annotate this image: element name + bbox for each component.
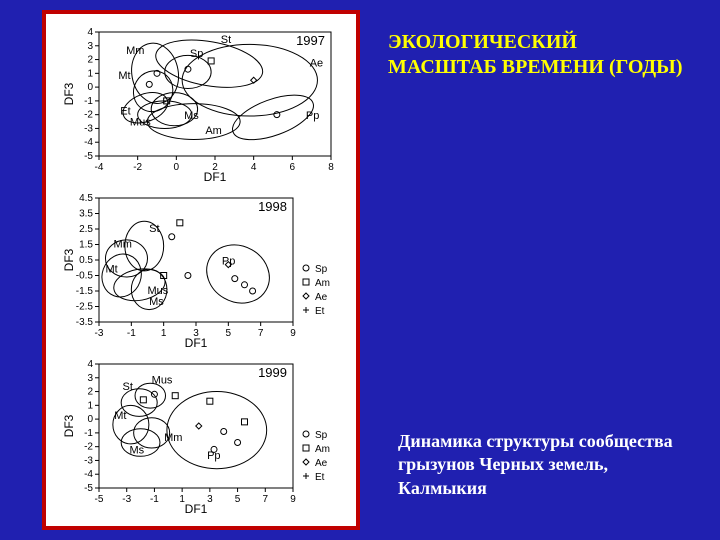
label-Ms: Ms (184, 110, 199, 122)
legend-Ae: Ae (315, 458, 328, 469)
svg-text:-1: -1 (127, 328, 136, 339)
svg-text:7: 7 (263, 494, 269, 505)
xlabel: DF1 (185, 502, 208, 516)
label-Mt: Mt (114, 410, 126, 422)
legend-Et: Et (315, 472, 325, 483)
year-label: 1998 (258, 199, 287, 214)
svg-text:3.5: 3.5 (79, 209, 93, 220)
label-Mm: Mm (114, 239, 132, 251)
label-Pp: Pp (222, 256, 235, 268)
label-Mt: Mt (118, 70, 130, 82)
svg-text:-1: -1 (84, 96, 93, 107)
slide: -4-202468-5-4-3-2-101234DF1DF31997MmMtEt… (0, 0, 720, 540)
ellipse-Pp (196, 234, 280, 315)
legend-Sp: Sp (315, 430, 328, 441)
svg-text:4: 4 (251, 162, 257, 173)
legend-Sp: Sp (315, 264, 328, 275)
svg-text:4.5: 4.5 (79, 193, 93, 204)
label-Am: Am (205, 125, 222, 137)
svg-text:3: 3 (87, 41, 93, 52)
svg-text:2.5: 2.5 (79, 224, 93, 235)
xlabel: DF1 (185, 336, 208, 350)
svg-text:1: 1 (87, 68, 93, 79)
svg-text:-1: -1 (84, 428, 93, 439)
year-label: 1997 (296, 33, 325, 48)
svg-text:-5: -5 (95, 494, 104, 505)
svg-text:4: 4 (87, 27, 93, 38)
svg-text:5: 5 (226, 328, 232, 339)
ylabel: DF3 (62, 414, 76, 437)
svg-text:9: 9 (290, 328, 296, 339)
svg-text:7: 7 (258, 328, 264, 339)
svg-text:8: 8 (328, 162, 334, 173)
ylabel: DF3 (62, 82, 76, 105)
svg-text:-1: -1 (150, 494, 159, 505)
legend-Am: Am (315, 444, 330, 455)
svg-text:0.5: 0.5 (79, 255, 93, 266)
svg-text:-2: -2 (84, 442, 93, 453)
figure-frame: -4-202468-5-4-3-2-101234DF1DF31997MmMtEt… (42, 10, 360, 530)
xlabel: DF1 (204, 170, 227, 184)
legend-Am: Am (315, 278, 330, 289)
label-Mus: Mus (152, 374, 173, 386)
title-text: ЭКОЛОГИЧЕСКИЙ МАСШТАБ ВРЕМЕНИ (ГОДЫ) (388, 30, 688, 80)
label-St: St (221, 34, 231, 46)
label-Ms: Ms (129, 445, 144, 457)
svg-text:-5: -5 (84, 483, 93, 494)
year-label: 1999 (258, 365, 287, 380)
svg-text:-3: -3 (122, 494, 131, 505)
svg-text:-3: -3 (95, 328, 104, 339)
svg-text:2: 2 (87, 387, 93, 398)
ellipse-Mus (135, 383, 165, 408)
svg-text:-2.5: -2.5 (76, 302, 94, 313)
svg-text:-1.5: -1.5 (76, 286, 94, 297)
svg-text:-2: -2 (133, 162, 142, 173)
svg-text:0: 0 (87, 82, 93, 93)
caption-text: Динамика структуры сообщества грызунов Ч… (398, 430, 688, 500)
label-Mm: Mm (126, 45, 144, 57)
svg-text:-0.5: -0.5 (76, 271, 94, 282)
svg-text:1: 1 (161, 328, 167, 339)
svg-text:-4: -4 (95, 162, 104, 173)
svg-text:-3: -3 (84, 455, 93, 466)
ylabel: DF3 (62, 248, 76, 271)
svg-text:0: 0 (87, 414, 93, 425)
svg-text:-4: -4 (84, 137, 93, 148)
svg-text:4: 4 (87, 359, 93, 370)
label-Ms: Ms (149, 296, 164, 308)
svg-text:0: 0 (174, 162, 180, 173)
svg-text:3: 3 (87, 373, 93, 384)
svg-text:-2: -2 (84, 110, 93, 121)
label-Mus: Mus (130, 117, 151, 129)
panel-p1999: -5-3-113579-5-4-3-2-101234DF1DF31999StMu… (61, 354, 341, 516)
svg-text:9: 9 (290, 494, 296, 505)
panel-p1998: -3-113579-3.5-2.5-1.5-0.50.51.52.53.54.5… (61, 188, 341, 350)
panel-p1997: -4-202468-5-4-3-2-101234DF1DF31997MmMtEt… (61, 22, 341, 184)
ellipse-Mt (126, 64, 180, 119)
svg-text:6: 6 (290, 162, 296, 173)
svg-text:-5: -5 (84, 151, 93, 162)
svg-text:-3.5: -3.5 (76, 317, 94, 328)
svg-text:1: 1 (87, 400, 93, 411)
label-Mt: Mt (105, 263, 117, 275)
label-Ae: Ae (310, 57, 323, 69)
svg-text:3: 3 (207, 494, 213, 505)
label-Sp: Sp (190, 48, 203, 60)
svg-text:2: 2 (87, 55, 93, 66)
svg-text:1.5: 1.5 (79, 240, 93, 251)
legend-Ae: Ae (315, 292, 328, 303)
svg-text:-4: -4 (84, 469, 93, 480)
label-Pp: Pp (207, 450, 220, 462)
label-Mm: Mm (164, 432, 182, 444)
svg-text:5: 5 (235, 494, 241, 505)
label-Pp: Pp (306, 110, 319, 122)
label-St: St (149, 223, 159, 235)
legend-Et: Et (315, 306, 325, 317)
label-St: St (123, 381, 133, 393)
svg-text:-3: -3 (84, 123, 93, 134)
